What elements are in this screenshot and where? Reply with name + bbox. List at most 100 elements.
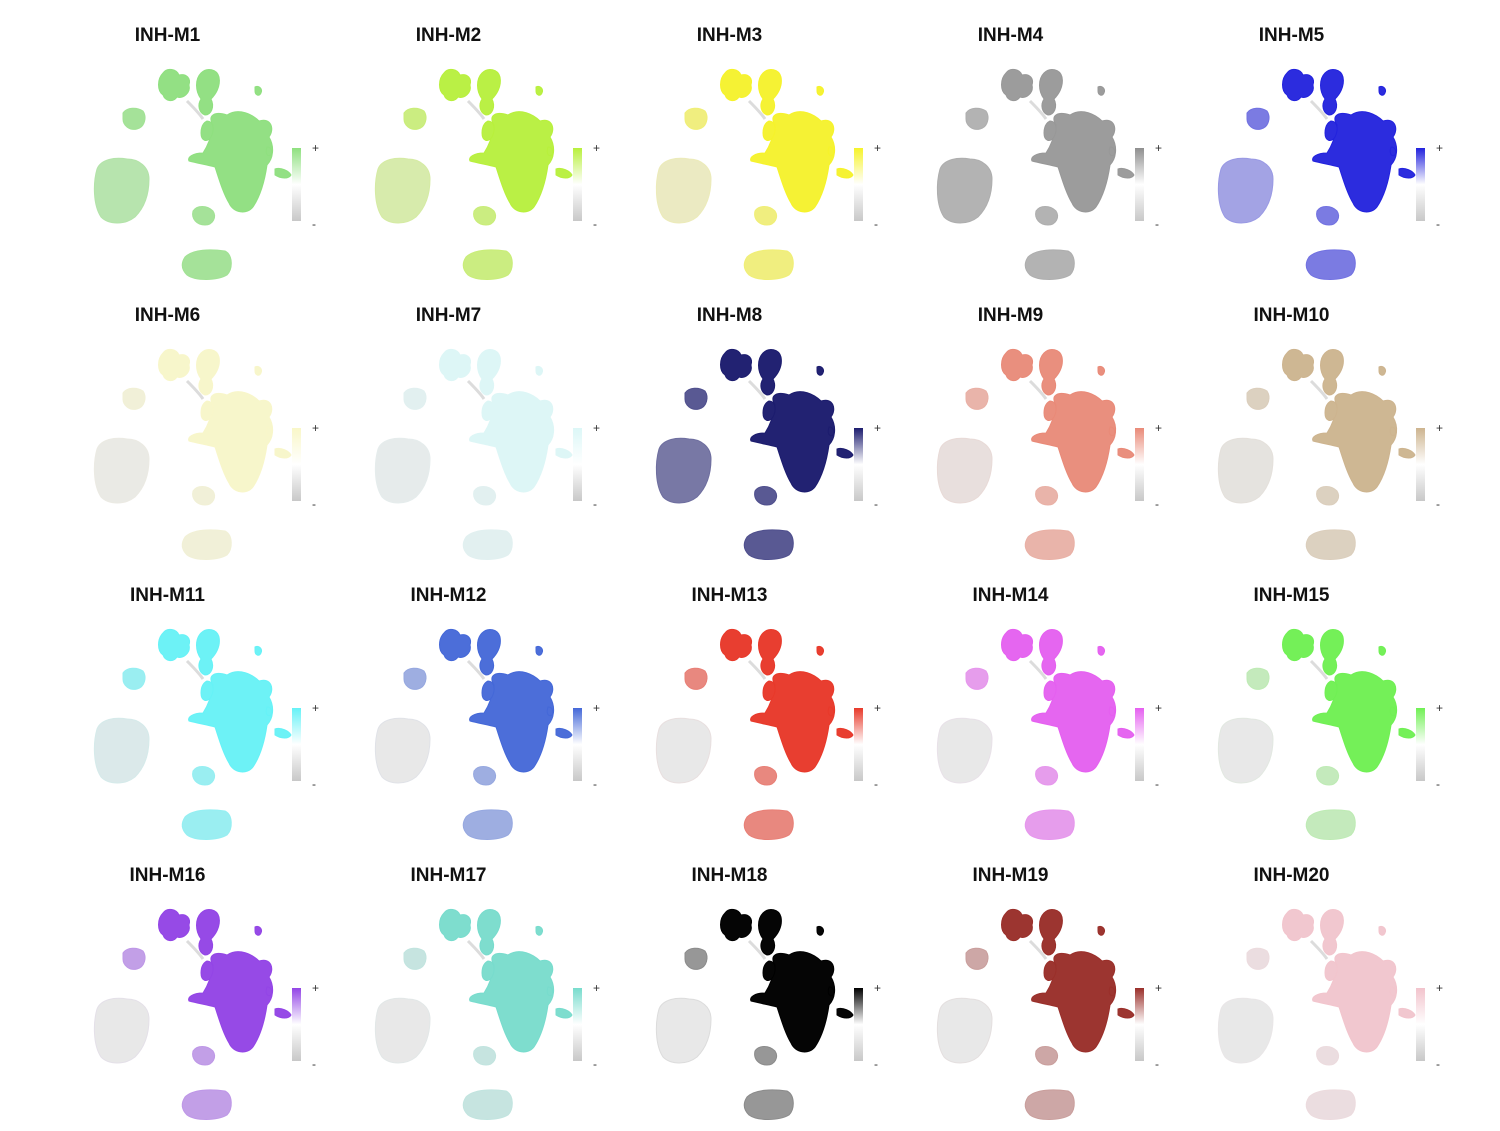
feature-panel: INH-M20 + - [1151,843,1443,1123]
cell-cluster [1312,391,1398,493]
scale-high-label: + [312,701,319,715]
color-scale-bar [1416,428,1425,501]
cell-cluster [473,766,497,786]
cell-cluster [192,206,216,226]
scale-low-label: - [1436,217,1440,231]
cell-cluster [743,249,794,280]
umap-plot: +- [1217,628,1443,840]
cell-cluster [200,960,214,981]
cell-cluster [936,717,993,784]
cell-cluster [185,659,205,680]
cell-cluster [1108,986,1116,996]
color-scale-bar [1135,708,1144,781]
cell-cluster [836,448,854,459]
cell-cluster [1001,348,1033,382]
cell-cluster [762,400,776,421]
cell-cluster [836,168,854,179]
cell-cluster [1389,986,1397,996]
cell-cluster [1117,1008,1135,1019]
cell-cluster [439,628,471,662]
cell-cluster [754,766,778,786]
cell-cluster [555,168,573,179]
cell-cluster [747,99,767,120]
cell-cluster [1305,1089,1356,1120]
cell-cluster [192,766,216,786]
cell-cluster [1324,680,1338,701]
cell-cluster [466,379,486,400]
scale-high-label: + [874,141,881,155]
color-scale-bar [292,428,301,501]
scale-low-label: - [874,1057,878,1071]
color-scale-bar [573,428,582,501]
cell-cluster [481,680,495,701]
panel-title: INH-M10 [1253,305,1330,326]
cell-cluster [158,68,190,102]
umap-plot: +- [374,908,600,1120]
cell-cluster [1043,680,1057,701]
umap-plot: +- [655,908,881,1120]
panel-title: INH-M9 [977,305,1044,326]
scale-high-label: + [1155,701,1162,715]
feature-panel: INH-M3 + - [589,3,881,283]
cell-cluster [684,107,708,130]
feature-panel: INH-M8 + - [589,283,881,563]
cell-cluster [265,146,273,156]
cell-cluster [192,1046,216,1066]
cell-cluster [185,99,205,120]
panel-title: INH-M12 [410,585,487,606]
cell-cluster [1246,387,1270,410]
cell-cluster [265,986,273,996]
feature-panel: INH-M5 + - [1151,3,1443,283]
scale-low-label: - [312,1057,316,1071]
cell-cluster [200,120,214,141]
cell-cluster [1398,448,1416,459]
cell-cluster [762,680,776,701]
scale-low-label: - [1155,777,1159,791]
cell-cluster [1108,146,1116,156]
cell-cluster [1309,99,1329,120]
cell-cluster [1378,646,1386,656]
cell-cluster [535,366,543,376]
cell-cluster [1316,486,1340,506]
cell-cluster [403,947,427,970]
scale-low-label: - [593,217,597,231]
scale-low-label: - [874,497,878,511]
scale-high-label: + [874,421,881,435]
cell-cluster [473,1046,497,1066]
cell-cluster [403,387,427,410]
scale-high-label: + [874,701,881,715]
cell-cluster [1389,706,1397,716]
cell-cluster [1039,909,1063,956]
color-scale-bar [573,988,582,1061]
panel-title: INH-M16 [129,865,206,886]
cell-cluster [1097,926,1105,936]
cell-cluster [158,348,190,382]
scale-low-label: - [593,777,597,791]
cell-cluster [936,157,993,224]
scale-high-label: + [1155,141,1162,155]
scale-high-label: + [1155,981,1162,995]
cell-cluster [535,86,543,96]
color-scale-bar [292,988,301,1061]
cell-cluster [747,939,767,960]
cell-cluster [1043,400,1057,421]
cell-cluster [1316,206,1340,226]
cell-cluster [1217,717,1274,784]
cell-cluster [469,111,555,213]
scale-high-label: + [1436,701,1443,715]
cell-cluster [816,366,824,376]
umap-plot: +- [374,68,600,280]
cell-cluster [827,146,835,156]
cell-cluster [466,939,486,960]
cell-cluster [1246,947,1270,970]
cell-cluster [1378,366,1386,376]
cell-cluster [254,86,262,96]
scale-low-label: - [1155,217,1159,231]
cell-cluster [1217,437,1274,504]
cell-cluster [836,728,854,739]
cell-cluster [181,809,232,840]
cell-cluster [274,168,292,179]
cell-cluster [1312,671,1398,773]
cell-cluster [750,111,836,213]
